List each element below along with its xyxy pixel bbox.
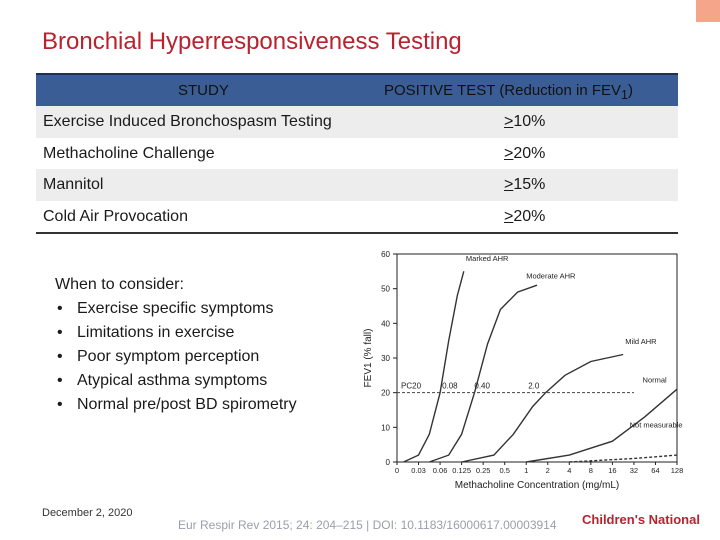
list-item: Exercise specific symptoms bbox=[55, 297, 297, 321]
series-label: Mild AHR bbox=[625, 337, 657, 346]
corner-accent bbox=[696, 0, 720, 22]
list-item: Atypical asthma symptoms bbox=[55, 369, 297, 393]
y-tick-label: 40 bbox=[381, 319, 390, 328]
list-item: Poor symptom perception bbox=[55, 345, 297, 369]
table-row: Mannitol >15% bbox=[36, 169, 678, 201]
when-to-consider: When to consider: Exercise specific symp… bbox=[55, 273, 297, 417]
series-line bbox=[461, 353, 624, 463]
table-row: Cold Air Provocation >20% bbox=[36, 201, 678, 234]
header-study: STUDY bbox=[178, 82, 229, 99]
childrens-national-logo: Children's National bbox=[582, 512, 700, 527]
x-tick-label: 0.5 bbox=[499, 466, 509, 475]
series-label: Marked AHR bbox=[466, 254, 509, 263]
x-tick-label: 0 bbox=[395, 466, 399, 475]
x-tick-label: 0.06 bbox=[433, 466, 448, 475]
table-header: STUDY POSITIVE TEST (Reduction in FEV1) bbox=[36, 73, 678, 106]
y-tick-label: 0 bbox=[386, 458, 391, 467]
series-line bbox=[526, 388, 678, 463]
threshold-cell: >10% bbox=[504, 113, 546, 130]
table-row: Methacholine Challenge >20% bbox=[36, 138, 678, 170]
y-tick-label: 50 bbox=[381, 285, 390, 294]
x-tick-label: 1 bbox=[524, 466, 528, 475]
study-cell: Exercise Induced Bronchospasm Testing bbox=[43, 113, 332, 130]
threshold-cell: >15% bbox=[504, 176, 546, 193]
header-positive-test: POSITIVE TEST (Reduction in FEV1) bbox=[384, 82, 633, 102]
table-row: Exercise Induced Bronchospasm Testing >1… bbox=[36, 106, 678, 138]
study-table: STUDY POSITIVE TEST (Reduction in FEV1) … bbox=[36, 73, 678, 234]
list-item: Limitations in exercise bbox=[55, 321, 297, 345]
threshold-cell: >20% bbox=[504, 144, 546, 162]
threshold-cell: >20% bbox=[504, 207, 546, 225]
y-tick-label: 60 bbox=[381, 250, 390, 259]
pc20-value: 0.08 bbox=[442, 382, 458, 391]
series-label: Moderate AHR bbox=[526, 271, 576, 280]
series-label: Not measurable bbox=[630, 420, 683, 429]
x-tick-label: 0.125 bbox=[452, 466, 471, 475]
series-label: Normal bbox=[643, 375, 668, 384]
footer-date: December 2, 2020 bbox=[42, 507, 133, 519]
x-tick-label: 0.03 bbox=[411, 466, 426, 475]
y-tick-label: 30 bbox=[381, 354, 390, 363]
y-tick-label: 10 bbox=[381, 423, 390, 432]
list-item: Normal pre/post BD spirometry bbox=[55, 393, 297, 417]
x-tick-label: 16 bbox=[608, 466, 616, 475]
x-tick-label: 32 bbox=[630, 466, 638, 475]
y-tick-label: 20 bbox=[381, 389, 390, 398]
x-tick-label: 128 bbox=[671, 466, 684, 475]
page-title: Bronchial Hyperresponsiveness Testing bbox=[42, 28, 462, 55]
x-tick-label: 2 bbox=[546, 466, 550, 475]
study-cell: Cold Air Provocation bbox=[43, 207, 188, 225]
series-line bbox=[403, 271, 465, 463]
series-line bbox=[429, 284, 538, 463]
study-cell: Mannitol bbox=[43, 176, 104, 193]
x-axis-label: Methacholine Concentration (mg/mL) bbox=[455, 480, 620, 491]
study-cell: Methacholine Challenge bbox=[43, 144, 215, 162]
x-tick-label: 0.25 bbox=[476, 466, 491, 475]
x-tick-label: 4 bbox=[567, 466, 571, 475]
y-axis-label: FEV1 (% fall) bbox=[363, 329, 374, 388]
when-heading: When to consider: bbox=[55, 276, 184, 293]
series-line bbox=[569, 454, 678, 463]
x-tick-label: 64 bbox=[651, 466, 659, 475]
pc20-value: 2.0 bbox=[528, 382, 540, 391]
pc20-value: 0.40 bbox=[474, 382, 490, 391]
citation: Eur Respir Rev 2015; 24: 204–215 | DOI: … bbox=[178, 518, 557, 532]
methacholine-chart: 0 10 20 30 40 50 60 0 0.03 0.06 0.125 0.25 0.5 1 2 4 8 16… bbox=[363, 250, 684, 491]
pc20-label: PC20 bbox=[401, 382, 422, 391]
x-tick-label: 8 bbox=[589, 466, 593, 475]
